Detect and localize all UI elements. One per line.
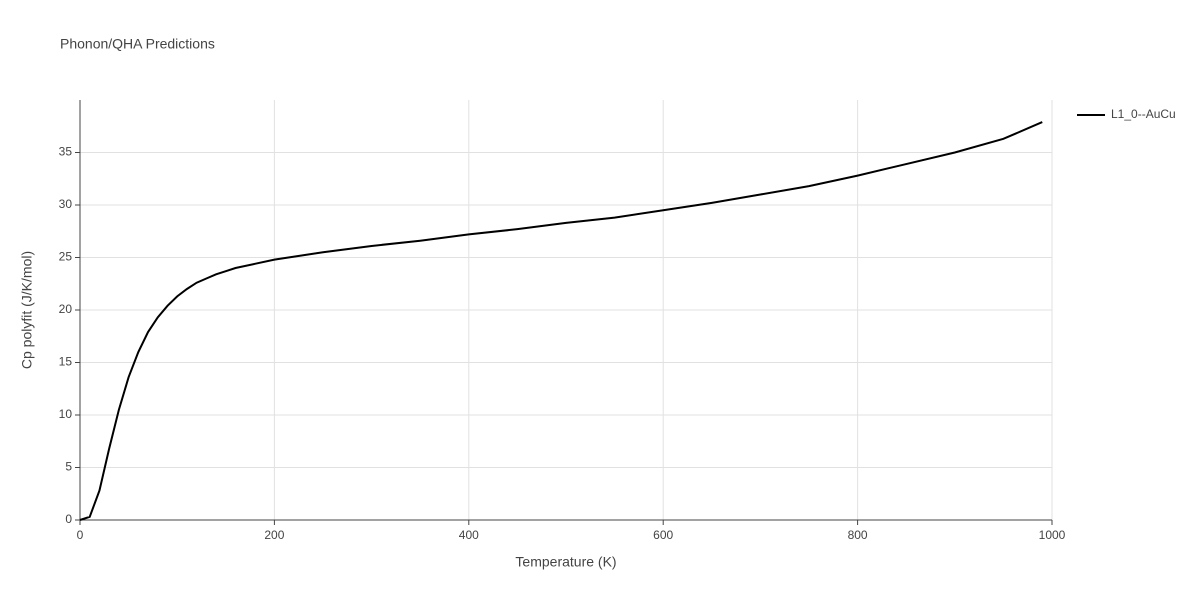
y-tick-label: 10 xyxy=(59,407,73,421)
y-tick-label: 30 xyxy=(59,197,73,211)
series-line xyxy=(79,121,1043,521)
x-tick-label: 0 xyxy=(77,528,84,542)
x-tick-label: 800 xyxy=(848,528,868,542)
chart-title: Phonon/QHA Predictions xyxy=(60,36,215,52)
x-tick-label: 200 xyxy=(264,528,284,542)
y-axis-title: Cp polyfit (J/K/mol) xyxy=(19,251,35,369)
y-tick-label: 25 xyxy=(59,250,73,264)
x-axis-title: Temperature (K) xyxy=(515,554,616,570)
x-tick-label: 1000 xyxy=(1039,528,1066,542)
x-tick-label: 400 xyxy=(459,528,479,542)
y-tick-label: 5 xyxy=(65,460,72,474)
y-tick-label: 35 xyxy=(59,145,73,159)
y-tick-label: 20 xyxy=(59,302,73,316)
x-tick-label: 600 xyxy=(653,528,673,542)
legend-label: L1_0--AuCu xyxy=(1111,107,1176,121)
y-tick-label: 0 xyxy=(65,512,72,526)
y-tick-label: 15 xyxy=(59,355,73,369)
